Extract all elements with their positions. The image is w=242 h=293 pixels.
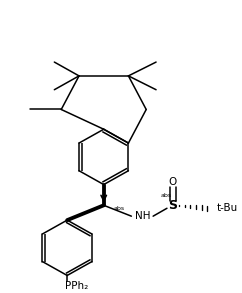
Text: t-Bu: t-Bu: [216, 203, 238, 213]
Text: abs: abs: [113, 206, 125, 211]
Text: S: S: [168, 199, 177, 212]
Text: PPh₂: PPh₂: [65, 281, 89, 291]
Text: abs: abs: [161, 193, 172, 198]
Text: NH: NH: [136, 211, 151, 221]
Text: O: O: [169, 177, 177, 187]
